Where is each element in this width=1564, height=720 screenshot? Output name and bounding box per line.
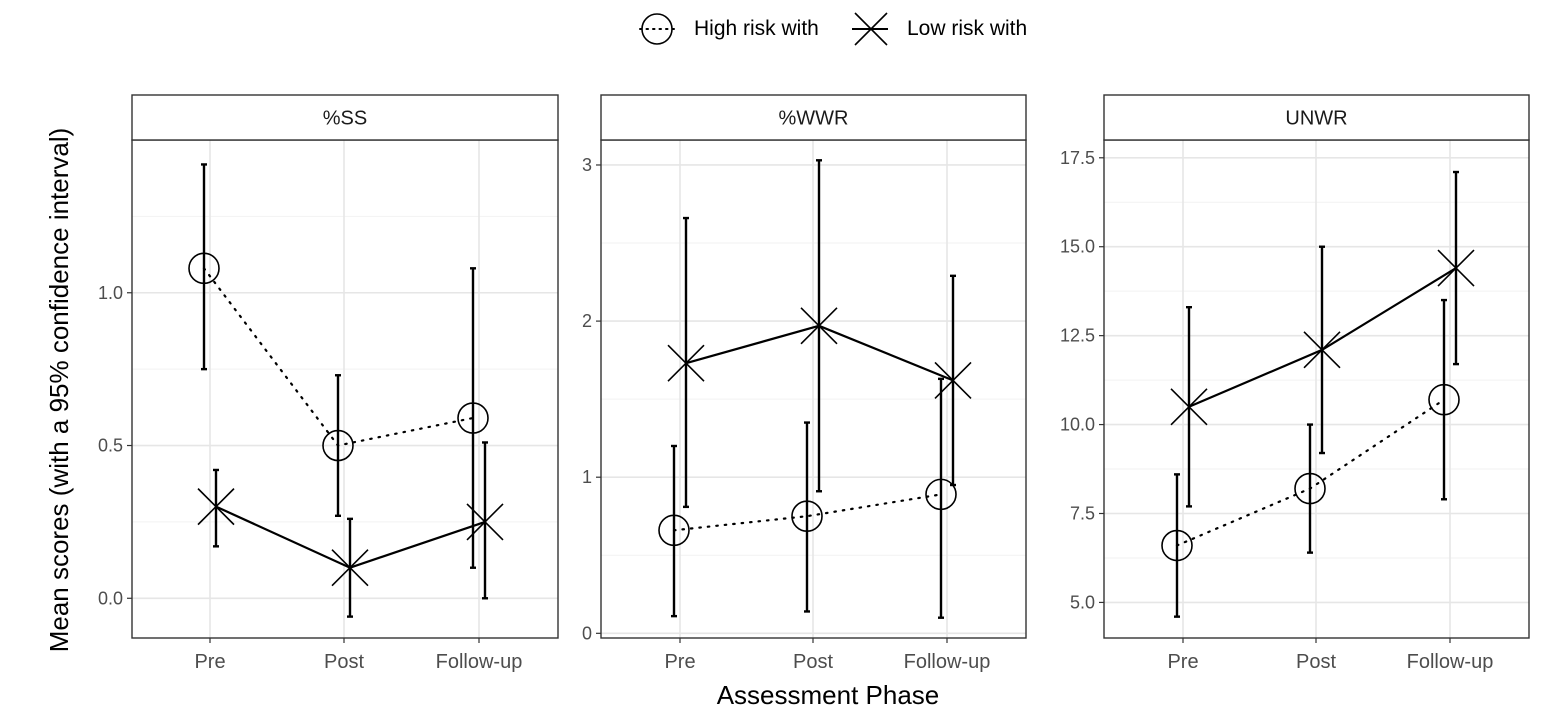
strip-header bbox=[600, 94, 1027, 141]
data-point-low-risk bbox=[197, 488, 235, 526]
marker-stroke bbox=[667, 344, 705, 382]
legend-item-high-risk: High risk with bbox=[639, 13, 819, 45]
error-bar bbox=[938, 377, 944, 619]
data-point-high-risk bbox=[322, 429, 354, 462]
legend-label-low-risk: Low risk with bbox=[907, 17, 1027, 40]
error-bar bbox=[482, 441, 488, 600]
y-tick-label: 10.0 bbox=[1060, 415, 1095, 435]
data-point-high-risk bbox=[188, 252, 220, 285]
panel-ss: 0.0 0.5 1.0 Pre Post Follow-up %SS bbox=[98, 94, 559, 673]
panel-title: %WWR bbox=[779, 108, 849, 130]
x-tick-label: Pre bbox=[664, 651, 695, 673]
marker-stroke bbox=[934, 361, 972, 399]
marker-stroke bbox=[466, 503, 504, 541]
data-point-high-risk bbox=[791, 500, 823, 533]
x-tick-label: Pre bbox=[1167, 651, 1198, 673]
x-tick-label: Pre bbox=[194, 651, 225, 673]
error-bar bbox=[201, 163, 207, 371]
data-point-high-risk bbox=[1161, 529, 1193, 562]
error-bar bbox=[213, 468, 219, 548]
data-point-high-risk bbox=[1294, 472, 1326, 505]
error-bar bbox=[804, 421, 810, 613]
data-point-high-risk bbox=[658, 514, 690, 547]
data-point-low-risk bbox=[934, 361, 972, 399]
data-point-low-risk bbox=[331, 549, 369, 587]
marker-stroke bbox=[331, 549, 369, 587]
y-tick-label: 0.5 bbox=[98, 436, 123, 456]
data-point-high-risk bbox=[1428, 383, 1460, 416]
error-bar bbox=[1174, 473, 1180, 618]
data-point-low-risk bbox=[1303, 331, 1341, 369]
legend-label-high-risk: High risk with bbox=[694, 17, 819, 40]
x-tick-label: Post bbox=[1296, 651, 1336, 673]
x-tick-label: Post bbox=[324, 651, 364, 673]
x-tick-label: Follow-up bbox=[904, 651, 991, 673]
y-tick-label: 17.5 bbox=[1060, 148, 1095, 168]
x-axis-title: Assessment Phase bbox=[717, 680, 940, 710]
marker-stroke bbox=[800, 307, 838, 345]
error-bar bbox=[335, 374, 341, 517]
y-tick-label: 5.0 bbox=[1070, 592, 1095, 612]
y-tick-label: 7.5 bbox=[1070, 504, 1095, 524]
marker-stroke bbox=[1170, 388, 1208, 426]
data-point-low-risk bbox=[1170, 388, 1208, 426]
error-bar bbox=[470, 267, 476, 569]
strip-header bbox=[1103, 94, 1530, 141]
y-tick-label: 0.0 bbox=[98, 588, 123, 608]
series-line-high-risk bbox=[672, 493, 943, 532]
error-bar bbox=[1441, 298, 1447, 501]
y-tick-label: 12.5 bbox=[1060, 326, 1095, 346]
y-tick-label: 0 bbox=[582, 623, 592, 643]
y-tick-label: 1 bbox=[582, 467, 592, 487]
y-tick-label: 3 bbox=[582, 155, 592, 175]
data-point-low-risk bbox=[667, 344, 705, 382]
panel-title: UNWR bbox=[1285, 108, 1347, 130]
error-bar bbox=[1307, 423, 1313, 554]
legend: High risk with Low risk with bbox=[639, 12, 1027, 46]
error-bar bbox=[671, 444, 677, 618]
x-tick-label: Follow-up bbox=[1407, 651, 1494, 673]
panel-wwr: 0 1 2 3 Pre Post Follow-up %WWR bbox=[582, 94, 1027, 673]
legend-item-low-risk: Low risk with bbox=[852, 12, 1027, 46]
data-point-low-risk bbox=[1437, 249, 1475, 287]
strip-header bbox=[131, 94, 559, 141]
y-tick-label: 2 bbox=[582, 311, 592, 331]
data-point-high-risk bbox=[925, 478, 957, 511]
x-marker-icon bbox=[854, 12, 888, 46]
marker-stroke bbox=[1303, 331, 1341, 369]
data-point-low-risk bbox=[466, 503, 504, 541]
x-tick-label: Follow-up bbox=[436, 651, 523, 673]
data-point-high-risk bbox=[457, 402, 489, 434]
panel-unwr: 5.0 7.5 10.0 12.5 15.0 17.5 Pre Post Follow-up UN… bbox=[1060, 94, 1530, 673]
y-axis-title: Mean scores (with a 95% confidence inter… bbox=[44, 128, 74, 653]
data-point-low-risk bbox=[800, 307, 838, 345]
y-tick-label: 15.0 bbox=[1060, 237, 1095, 257]
y-tick-label: 1.0 bbox=[98, 283, 123, 303]
circle-marker-icon bbox=[641, 13, 673, 45]
panel-title: %SS bbox=[323, 108, 367, 130]
marker-stroke bbox=[197, 488, 235, 526]
x-tick-label: Post bbox=[793, 651, 833, 673]
marker-stroke bbox=[1437, 249, 1475, 287]
